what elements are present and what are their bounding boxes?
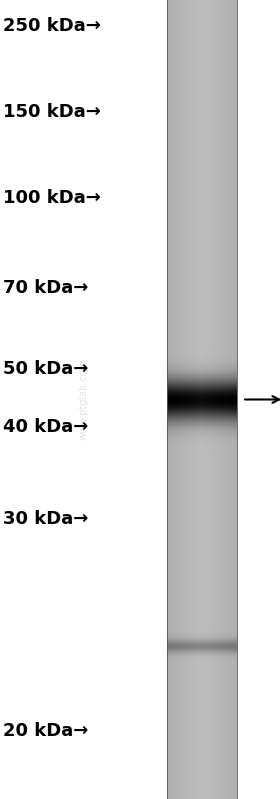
- Text: 20 kDa→: 20 kDa→: [3, 722, 88, 740]
- Text: 50 kDa→: 50 kDa→: [3, 360, 88, 378]
- Text: 100 kDa→: 100 kDa→: [3, 189, 101, 207]
- Text: 70 kDa→: 70 kDa→: [3, 279, 88, 296]
- Text: 150 kDa→: 150 kDa→: [3, 103, 101, 121]
- Text: 250 kDa→: 250 kDa→: [3, 17, 101, 34]
- Text: 30 kDa→: 30 kDa→: [3, 511, 88, 528]
- Text: 40 kDa→: 40 kDa→: [3, 419, 88, 436]
- Text: www.ptglab.com: www.ptglab.com: [79, 359, 89, 440]
